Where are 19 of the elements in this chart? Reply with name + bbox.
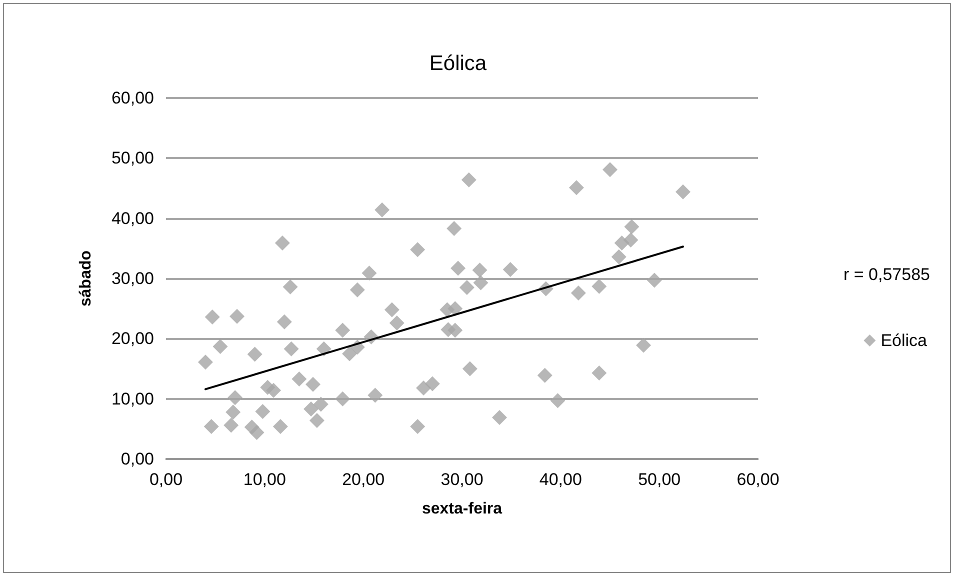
x-axis-title: sexta-feira [422, 500, 502, 518]
y-tick-label: 10,00 [111, 389, 154, 408]
y-axis-title: sábado [78, 250, 94, 307]
y-tick-label: 40,00 [111, 208, 154, 228]
y-tick-label: 20,00 [111, 329, 154, 348]
x-tick-label: 50,00 [638, 470, 681, 489]
x-tick-label: 40,00 [539, 470, 582, 489]
x-tick-label: 10,00 [243, 470, 286, 489]
y-tick-label: 50,00 [111, 148, 154, 168]
y-tick-label: 60,00 [111, 88, 154, 108]
chart-title: Eólica [429, 52, 487, 75]
legend-label: Eólica [880, 331, 928, 350]
text: r = 0,57585 [844, 265, 930, 284]
y-tick-label: 0,00 [120, 450, 154, 468]
x-tick-label: 0,00 [149, 470, 183, 489]
x-tick-label: 60,00 [736, 470, 780, 489]
x-tick-label: 30,00 [440, 470, 484, 489]
y-tick-label: 30,00 [111, 269, 154, 288]
x-tick-label: 20,00 [342, 470, 385, 489]
